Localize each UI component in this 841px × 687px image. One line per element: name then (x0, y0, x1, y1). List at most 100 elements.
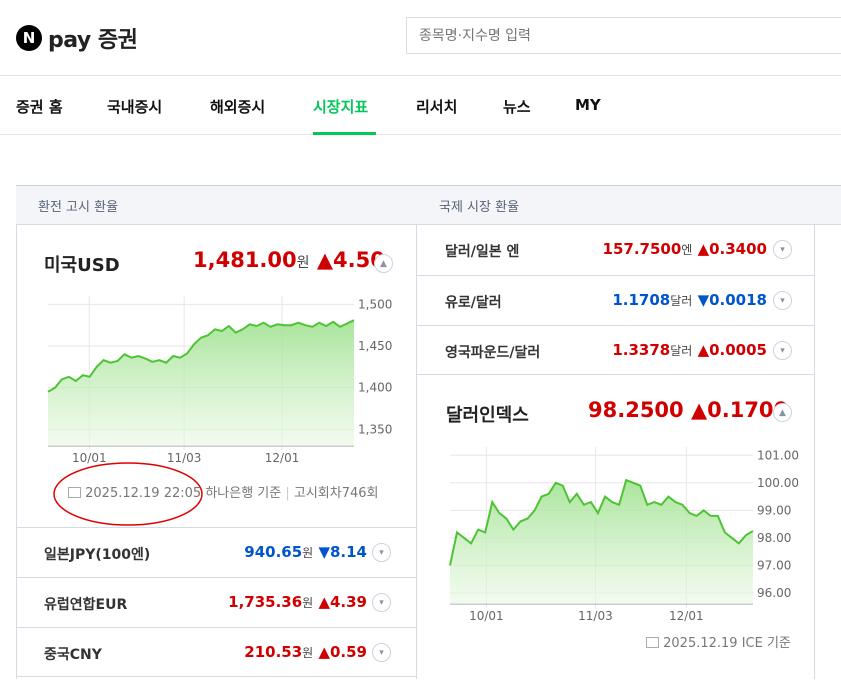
y-tick-label: 100.00 (757, 476, 799, 490)
nav-market-index[interactable]: 시장지표 (313, 98, 369, 116)
next-panel-edge (815, 185, 841, 225)
intl-row-eurusd[interactable]: 유로/달러 1.1708달러 ▼0.0018 ▾ (417, 275, 815, 325)
exchange-row-cny[interactable]: 중국CNY 210.53원 ▲0.59 ▾ (16, 627, 417, 677)
dollar-index-name[interactable]: 달러인덱스 (446, 405, 529, 426)
x-tick-label: 12/01 (265, 451, 300, 465)
chevron-down-icon[interactable]: ▾ (773, 291, 792, 310)
row-price: 157.7500 (602, 240, 682, 258)
usd-unit: 원 (296, 255, 310, 271)
row-name: 중국CNY (44, 647, 102, 663)
row-unit: 원 (302, 546, 314, 560)
nav-news[interactable]: 뉴스 (503, 98, 531, 116)
dollar-index-toggle-icon[interactable]: ▲ (773, 403, 792, 422)
series-line (449, 478, 754, 566)
row-name: 유로/달러 (445, 295, 502, 311)
chevron-down-icon[interactable]: ▾ (372, 543, 391, 562)
intl-panel-title: 국제 시장 환율 (417, 185, 815, 225)
exchange-panel-title: 환전 고시 환율 (16, 185, 417, 225)
chevron-down-icon[interactable]: ▾ (773, 240, 792, 259)
y-tick-label: 101.00 (757, 448, 799, 462)
y-tick-label: 1,400 (358, 381, 392, 395)
y-tick-label: 99.00 (757, 503, 791, 517)
header: N pay 증권 (0, 0, 841, 76)
row-value: 157.7500엔 ▲0.3400 (603, 240, 767, 258)
row-price: 1.3378 (612, 341, 671, 359)
main-nav: 증권 홈 국내증시 해외증시 시장지표 리서치 뉴스 MY (0, 76, 841, 135)
usd-bank: 하나은행 기준 (205, 486, 282, 501)
row-change: ▼8.14 (318, 543, 367, 561)
usd-chart-toggle-icon[interactable]: ▲ (374, 254, 393, 273)
y-tick-label: 96.00 (757, 586, 791, 600)
usd-footer: 2025.12.19 22:05 하나은행 기준 | 고시회차746회 (68, 482, 379, 501)
row-name: 영국파운드/달러 (445, 345, 541, 361)
row-unit: 달러 (670, 294, 693, 308)
x-tick-label: 12/01 (669, 609, 704, 622)
row-value: 940.65원 ▼8.14 (244, 543, 367, 561)
row-value: 1,735.36원 ▲4.39 (228, 593, 367, 611)
usd-change: ▲4.50 (316, 248, 385, 272)
row-value: 1.1708달러 ▼0.0018 (612, 291, 767, 309)
active-tab-underline (313, 132, 376, 135)
row-unit: 엔 (681, 243, 693, 257)
dollar-index-price-block: 98.2500 ▲0.1700 (588, 398, 788, 422)
row-price: 210.53 (244, 643, 303, 661)
y-tick-label: 1,350 (358, 422, 392, 436)
row-name: 달러/일본 엔 (445, 244, 520, 260)
row-price: 940.65 (244, 543, 303, 561)
calendar-icon (68, 487, 81, 498)
dollar-index-footer: 2025.12.19 ICE 기준 (646, 632, 791, 651)
row-unit: 원 (302, 596, 314, 610)
exchange-row-eur[interactable]: 유럽연합EUR 1,735.36원 ▲4.39 ▾ (16, 577, 417, 627)
exchange-row-jpy[interactable]: 일본JPY(100엔) 940.65원 ▼8.14 ▾ (16, 527, 417, 577)
row-change: ▲0.59 (318, 643, 367, 661)
row-name: 일본JPY(100엔) (44, 547, 151, 563)
y-tick-label: 1,450 (358, 339, 392, 353)
nav-my[interactable]: MY (575, 96, 601, 114)
chevron-down-icon[interactable]: ▾ (372, 593, 391, 612)
exchange-rate-panel (16, 185, 417, 679)
nav-home[interactable]: 증권 홈 (16, 98, 63, 116)
chevron-down-icon[interactable]: ▾ (372, 643, 391, 662)
naver-logo-icon: N (16, 25, 42, 51)
nav-research[interactable]: 리서치 (416, 98, 458, 116)
usd-name[interactable]: 미국USD (44, 255, 120, 276)
series-area (450, 480, 753, 604)
calendar-icon (646, 637, 659, 648)
intl-row-usdjpy[interactable]: 달러/일본 엔 157.7500엔 ▲0.3400 ▾ (417, 225, 815, 275)
row-price: 1.1708 (612, 291, 671, 309)
row-value: 210.53원 ▲0.59 (244, 643, 367, 661)
series-area (48, 320, 354, 446)
annotation-circle (53, 462, 203, 526)
intl-rate-panel (417, 185, 815, 679)
chevron-down-icon[interactable]: ▾ (773, 341, 792, 360)
npay-logo[interactable]: N pay 증권 (16, 22, 138, 54)
usd-count: 고시회차746회 (293, 486, 379, 501)
nav-world[interactable]: 해외증시 (210, 98, 266, 116)
row-change: ▲0.3400 (697, 240, 767, 258)
x-tick-label: 10/01 (469, 609, 504, 622)
x-tick-label: 10/01 (72, 451, 107, 465)
nav-domestic[interactable]: 국내증시 (107, 98, 163, 116)
dollar-index-change: ▲0.1700 (690, 398, 789, 422)
x-tick-label: 11/03 (167, 451, 202, 465)
x-tick-label: 11/03 (578, 609, 613, 622)
series-line (47, 319, 355, 393)
dollar-index-chart: 96.00 97.00 98.00 99.00 100.00 101.00 10/01 11/… (449, 447, 799, 622)
y-tick-label: 97.00 (757, 558, 791, 572)
search-input[interactable] (406, 17, 841, 54)
row-price: 1,735.36 (228, 593, 303, 611)
intl-row-gbpusd[interactable]: 영국파운드/달러 1.3378달러 ▲0.0005 ▾ (417, 325, 815, 375)
footer-divider: | (285, 486, 290, 501)
usd-price-block: 1,481.00원 ▲4.50 (193, 248, 385, 272)
dollar-index-price: 98.2500 (588, 398, 684, 422)
row-unit: 달러 (670, 344, 693, 358)
row-change: ▼0.0018 (697, 291, 767, 309)
y-tick-label: 98.00 (757, 531, 791, 545)
row-change: ▲0.0005 (697, 341, 767, 359)
dollar-index-date: 2025.12.19 ICE 기준 (663, 636, 791, 651)
row-value: 1.3378달러 ▲0.0005 (612, 341, 767, 359)
row-unit: 원 (302, 646, 314, 660)
usd-price: 1,481.00 (193, 248, 297, 272)
y-tick-label: 1,500 (358, 297, 392, 311)
usd-chart: 1,350 1,400 1,450 1,500 10/01 11/03 12/01 (47, 296, 392, 465)
